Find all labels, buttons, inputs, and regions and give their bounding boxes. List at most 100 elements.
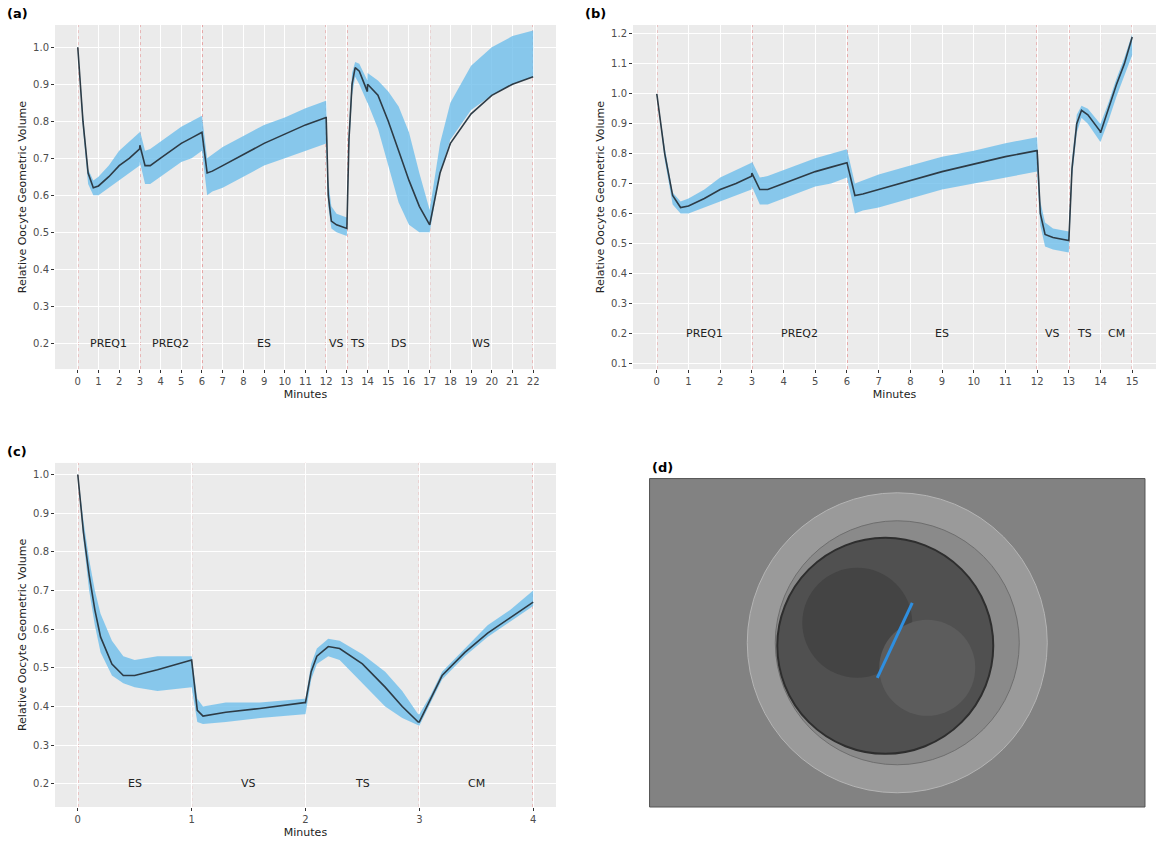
svg-text:PREQ1: PREQ1 (686, 327, 723, 340)
svg-text:Relative Oocyte Geometric Volu: Relative Oocyte Geometric Volume (16, 539, 29, 731)
svg-text:1.0: 1.0 (611, 88, 627, 99)
svg-text:0.8: 0.8 (33, 546, 49, 557)
svg-text:PREQ2: PREQ2 (781, 327, 818, 340)
svg-text:Minutes: Minutes (284, 388, 328, 401)
svg-text:0.9: 0.9 (33, 508, 49, 519)
svg-text:1.1: 1.1 (611, 58, 627, 69)
svg-text:18: 18 (444, 376, 457, 387)
svg-text:12: 12 (1031, 376, 1044, 387)
svg-text:0.4: 0.4 (33, 264, 49, 275)
svg-text:22: 22 (527, 376, 540, 387)
svg-text:20: 20 (485, 376, 498, 387)
svg-text:Minutes: Minutes (873, 388, 917, 401)
svg-text:CM: CM (468, 777, 485, 790)
svg-text:0: 0 (75, 376, 81, 387)
svg-text:0.4: 0.4 (33, 701, 49, 712)
svg-text:11: 11 (299, 376, 312, 387)
svg-text:15: 15 (1126, 376, 1139, 387)
svg-text:14: 14 (361, 376, 374, 387)
svg-text:VS: VS (241, 777, 256, 790)
svg-text:11: 11 (999, 376, 1012, 387)
svg-text:TS: TS (1077, 327, 1092, 340)
svg-text:0.6: 0.6 (33, 190, 49, 201)
svg-text:0.8: 0.8 (611, 148, 627, 159)
svg-text:PREQ2: PREQ2 (152, 337, 189, 350)
svg-text:0.4: 0.4 (611, 268, 627, 279)
svg-text:8: 8 (240, 376, 246, 387)
svg-text:0.3: 0.3 (33, 740, 49, 751)
svg-text:2: 2 (717, 376, 723, 387)
svg-text:0.5: 0.5 (611, 238, 627, 249)
svg-text:0: 0 (654, 376, 660, 387)
svg-text:9: 9 (939, 376, 945, 387)
svg-text:12: 12 (320, 376, 333, 387)
svg-text:7: 7 (219, 376, 225, 387)
svg-text:9: 9 (261, 376, 267, 387)
svg-text:0: 0 (75, 814, 81, 825)
svg-text:CM: CM (1108, 327, 1125, 340)
svg-text:0.2: 0.2 (611, 328, 627, 339)
svg-text:4: 4 (157, 376, 163, 387)
svg-text:TS: TS (355, 777, 370, 790)
svg-text:0.7: 0.7 (33, 585, 49, 596)
svg-text:1: 1 (95, 376, 101, 387)
svg-text:0.8: 0.8 (33, 116, 49, 127)
svg-text:13: 13 (341, 376, 354, 387)
svg-text:13: 13 (1062, 376, 1075, 387)
svg-text:Relative Oocyte Geometric Volu: Relative Oocyte Geometric Volume (16, 101, 29, 293)
svg-text:(d): (d) (652, 460, 673, 475)
svg-text:0.5: 0.5 (33, 662, 49, 673)
svg-text:6: 6 (844, 376, 850, 387)
svg-text:10: 10 (967, 376, 980, 387)
svg-text:ES: ES (935, 327, 949, 340)
svg-text:3: 3 (137, 376, 143, 387)
svg-text:10: 10 (278, 376, 291, 387)
svg-text:0.2: 0.2 (33, 778, 49, 789)
svg-text:17: 17 (423, 376, 436, 387)
svg-text:5: 5 (178, 376, 184, 387)
svg-text:0.7: 0.7 (611, 178, 627, 189)
svg-text:ES: ES (257, 337, 271, 350)
svg-text:6: 6 (199, 376, 205, 387)
svg-text:1: 1 (188, 814, 194, 825)
svg-text:0.7: 0.7 (33, 153, 49, 164)
svg-text:14: 14 (1094, 376, 1107, 387)
svg-text:WS: WS (472, 337, 490, 350)
svg-text:0.6: 0.6 (33, 624, 49, 635)
svg-text:19: 19 (465, 376, 478, 387)
svg-text:4: 4 (530, 814, 536, 825)
svg-text:PREQ1: PREQ1 (90, 337, 127, 350)
svg-text:(c): (c) (7, 444, 27, 459)
svg-text:8: 8 (907, 376, 913, 387)
svg-text:15: 15 (382, 376, 395, 387)
svg-text:0.3: 0.3 (33, 301, 49, 312)
svg-text:(b): (b) (585, 6, 606, 21)
svg-text:ES: ES (128, 777, 142, 790)
svg-text:5: 5 (812, 376, 818, 387)
svg-text:(a): (a) (7, 6, 28, 21)
svg-text:0.3: 0.3 (611, 298, 627, 309)
svg-text:Minutes: Minutes (284, 826, 328, 839)
svg-text:0.6: 0.6 (611, 208, 627, 219)
svg-text:3: 3 (416, 814, 422, 825)
svg-text:Relative Oocyte Geometric Volu: Relative Oocyte Geometric Volume (594, 101, 607, 293)
svg-text:VS: VS (329, 337, 344, 350)
svg-text:2: 2 (302, 814, 308, 825)
svg-text:0.9: 0.9 (33, 79, 49, 90)
svg-text:1.0: 1.0 (33, 469, 49, 480)
svg-text:VS: VS (1045, 327, 1060, 340)
svg-text:1.2: 1.2 (611, 28, 627, 39)
svg-text:0.1: 0.1 (611, 358, 627, 369)
svg-text:1: 1 (685, 376, 691, 387)
svg-text:16: 16 (403, 376, 416, 387)
svg-text:3: 3 (749, 376, 755, 387)
svg-text:0.9: 0.9 (611, 118, 627, 129)
svg-text:0.5: 0.5 (33, 227, 49, 238)
svg-text:TS: TS (350, 337, 365, 350)
svg-text:DS: DS (391, 337, 406, 350)
svg-text:21: 21 (506, 376, 519, 387)
svg-text:1.0: 1.0 (33, 42, 49, 53)
svg-text:7: 7 (875, 376, 881, 387)
svg-text:4: 4 (780, 376, 786, 387)
svg-text:0.2: 0.2 (33, 338, 49, 349)
